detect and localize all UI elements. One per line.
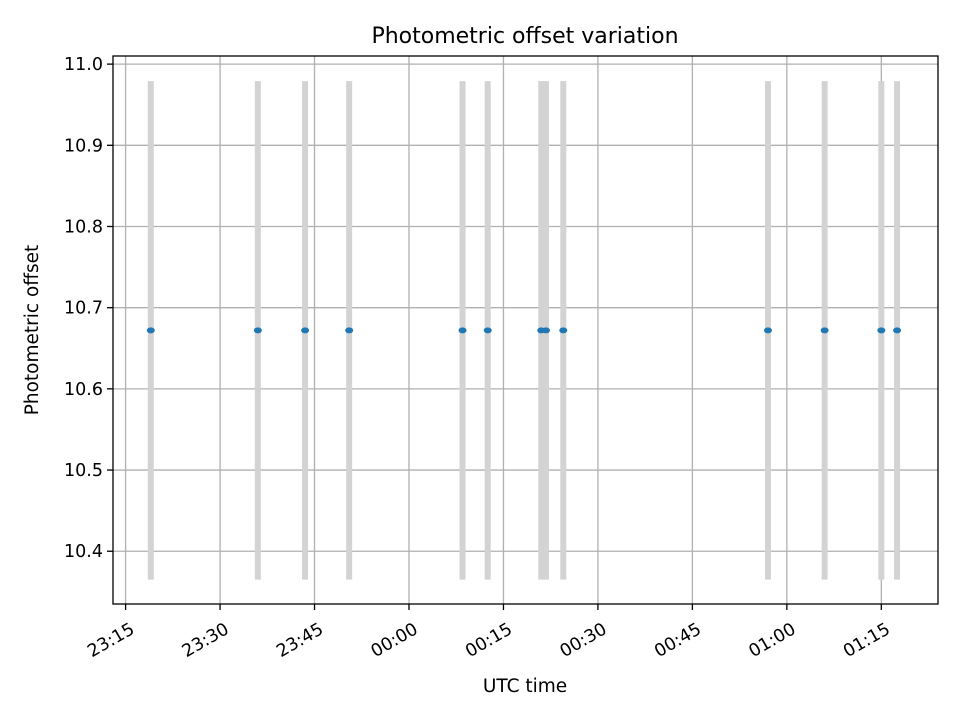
x-axis-label: UTC time (483, 676, 567, 697)
data-point (458, 327, 467, 334)
data-point (345, 327, 354, 334)
y-tick-label: 10.7 (64, 299, 103, 319)
data-point (146, 327, 155, 334)
y-tick-label: 10.6 (64, 380, 103, 400)
chart-title: Photometric offset variation (371, 24, 678, 49)
data-point (820, 327, 829, 334)
grid (113, 56, 938, 604)
data-point (893, 327, 902, 334)
y-tick-label: 10.4 (64, 542, 103, 562)
y-tick-label: 10.8 (64, 217, 103, 237)
data-point (253, 327, 262, 334)
y-tick-label: 10.9 (64, 136, 103, 156)
data-point (541, 327, 550, 334)
y-tick-label: 10.5 (64, 461, 103, 481)
data-point (559, 327, 568, 334)
y-axis: 10.4 10.5 10.6 10.7 10.8 10.9 11.0 (64, 55, 113, 562)
data-point (483, 327, 492, 334)
data-point (877, 327, 886, 334)
data-points (146, 327, 902, 334)
data-point (763, 327, 772, 334)
y-axis-label: Photometric offset (22, 245, 43, 416)
plot-frame (112, 55, 939, 605)
y-tick-label: 11.0 (64, 55, 103, 75)
data-point (301, 327, 310, 334)
